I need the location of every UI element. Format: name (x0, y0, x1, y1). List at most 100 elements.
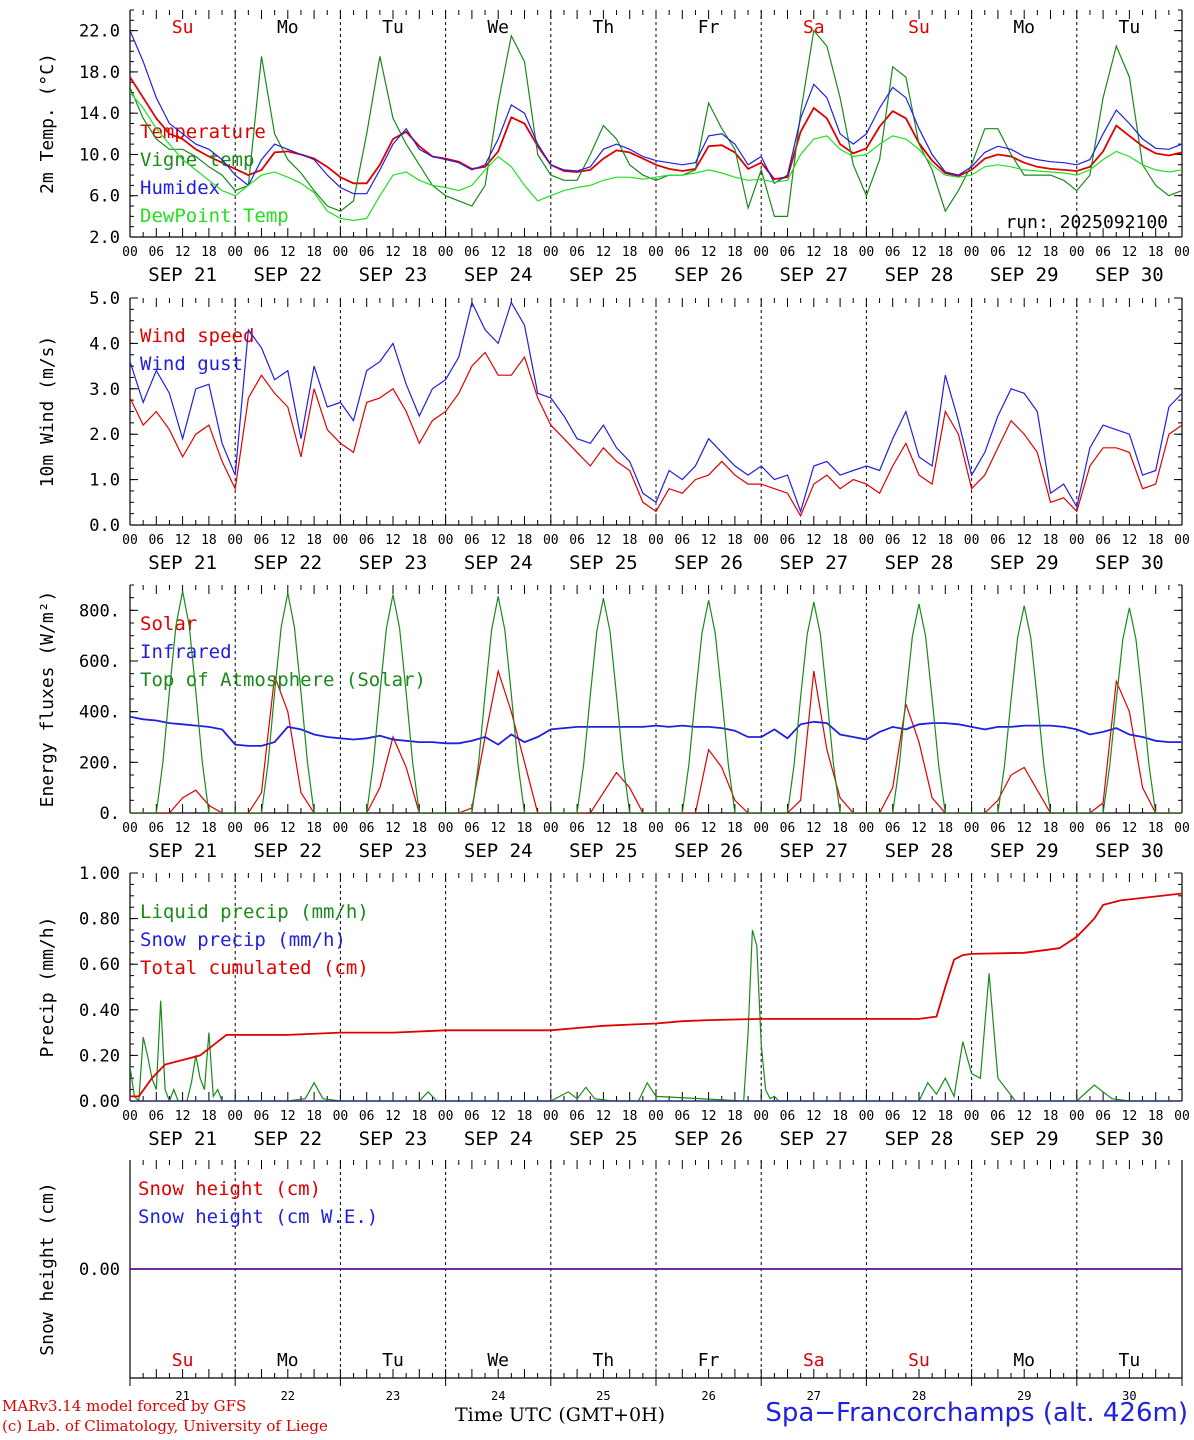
hour-tick-label: 00 (753, 821, 769, 836)
series-line-infrared (130, 715, 1182, 747)
weekday-label: Th (593, 17, 615, 38)
hour-tick-label: 18 (727, 245, 743, 260)
hour-tick-label: 12 (1016, 245, 1032, 260)
hour-tick-label: 00 (438, 533, 454, 548)
hour-tick-label: 00 (333, 533, 349, 548)
date-label: SEP 23 (359, 552, 428, 574)
hour-tick-label: 18 (622, 1109, 638, 1124)
hour-tick-label: 18 (517, 533, 533, 548)
hour-tick-label: 12 (701, 821, 717, 836)
hour-tick-label: 12 (175, 1109, 191, 1124)
weekday-label: We (487, 17, 509, 38)
y-tick-label: 3.0 (89, 380, 120, 400)
date-label: SEP 27 (779, 840, 848, 862)
y-tick-label: 10.0 (79, 145, 120, 165)
hour-tick-label: 06 (464, 245, 480, 260)
hour-tick-label: 18 (411, 1109, 427, 1124)
hour-tick-label: 00 (1174, 245, 1190, 260)
date-label: SEP 23 (359, 264, 428, 286)
weekday-label-bottom: Th (593, 1350, 615, 1371)
weekday-label: Mo (277, 17, 299, 38)
series-line-solar (130, 668, 1182, 813)
hour-tick-label: 12 (911, 1109, 927, 1124)
hour-tick-label: 18 (1043, 245, 1059, 260)
date-label: SEP 24 (464, 264, 533, 286)
hour-tick-label: 00 (753, 245, 769, 260)
hour-tick-label: 18 (622, 533, 638, 548)
date-label: SEP 29 (990, 552, 1059, 574)
hour-tick-label: 06 (780, 821, 796, 836)
y-tick-label: 6.0 (89, 187, 120, 207)
hour-tick-label: 18 (201, 533, 217, 548)
hour-tick-label: 00 (122, 1109, 138, 1124)
date-label: SEP 21 (148, 840, 217, 862)
weekday-label-bottom: Fr (698, 1350, 720, 1371)
hour-tick-label: 06 (885, 1109, 901, 1124)
hour-tick-label: 12 (385, 533, 401, 548)
day-number-label: 26 (701, 1389, 715, 1403)
hour-tick-label: 18 (306, 245, 322, 260)
hour-tick-label: 12 (806, 821, 822, 836)
date-label: SEP 30 (1095, 840, 1164, 862)
hour-tick-label: 00 (227, 533, 243, 548)
series-line-humidex (130, 30, 1182, 195)
legend-solar: Solar (140, 613, 197, 635)
hour-tick-label: 00 (227, 1109, 243, 1124)
legend-infrared: Infrared (140, 641, 232, 663)
hour-tick-label: 06 (1095, 245, 1111, 260)
hour-tick-label: 06 (780, 1109, 796, 1124)
hour-tick-label: 00 (1069, 821, 1085, 836)
weekday-label: Mo (1013, 17, 1035, 38)
hour-tick-label: 12 (175, 821, 191, 836)
hour-tick-label: 00 (859, 821, 875, 836)
hour-tick-label: 12 (1016, 1109, 1032, 1124)
hour-tick-label: 06 (569, 245, 585, 260)
weekday-label: Fr (698, 17, 720, 38)
date-label: SEP 29 (990, 264, 1059, 286)
y-tick-label: 1.00 (79, 864, 120, 884)
hour-tick-label: 12 (596, 1109, 612, 1124)
hour-tick-label: 06 (464, 821, 480, 836)
series-line-wind-speed (130, 351, 1182, 518)
date-label: SEP 22 (253, 264, 322, 286)
hour-tick-label: 00 (964, 533, 980, 548)
y-tick-label: 5.0 (89, 289, 120, 309)
hour-tick-label: 12 (385, 821, 401, 836)
hour-tick-label: 00 (122, 245, 138, 260)
hour-tick-label: 18 (937, 1109, 953, 1124)
hour-tick-label: 06 (674, 821, 690, 836)
hour-tick-label: 06 (464, 1109, 480, 1124)
weekday-label-bottom: Tu (382, 1350, 404, 1371)
hour-tick-label: 18 (727, 533, 743, 548)
date-label: SEP 22 (253, 1128, 322, 1150)
date-label: SEP 24 (464, 552, 533, 574)
hour-tick-label: 12 (175, 533, 191, 548)
hour-tick-label: 12 (1122, 1109, 1138, 1124)
hour-tick-label: 12 (701, 533, 717, 548)
date-label: SEP 28 (885, 1128, 954, 1150)
series-line-top-of-atmosphere-solar- (130, 591, 1182, 813)
date-label: SEP 21 (148, 1128, 217, 1150)
hour-tick-label: 18 (727, 821, 743, 836)
hour-tick-label: 06 (254, 245, 270, 260)
hour-tick-label: 18 (832, 533, 848, 548)
hour-tick-label: 00 (1069, 245, 1085, 260)
weekday-label: Su (908, 17, 930, 38)
hour-tick-label: 00 (964, 821, 980, 836)
date-label: SEP 30 (1095, 552, 1164, 574)
legend-vigne-temp: Vigne temp (140, 149, 254, 171)
legend-snow-height-cm-w-e-: Snow height (cm W.E.) (138, 1206, 378, 1228)
hour-tick-label: 12 (1122, 245, 1138, 260)
hour-tick-label: 18 (832, 1109, 848, 1124)
hour-tick-label: 18 (1043, 1109, 1059, 1124)
hour-tick-label: 12 (806, 533, 822, 548)
hour-tick-label: 06 (359, 533, 375, 548)
date-label: SEP 23 (359, 840, 428, 862)
hour-tick-label: 12 (911, 533, 927, 548)
legend-dewpoint-temp: DewPoint Temp (140, 205, 289, 227)
y-tick-label: 0.0 (89, 516, 120, 536)
hour-tick-label: 06 (990, 245, 1006, 260)
precip-panel: 0.00 0.20 0.40 0.60 0.80 1.00 Precip (mm/h) 00 0… (37, 864, 1190, 1150)
series-line-wind-gust (130, 300, 1182, 514)
hour-tick-label: 18 (411, 533, 427, 548)
